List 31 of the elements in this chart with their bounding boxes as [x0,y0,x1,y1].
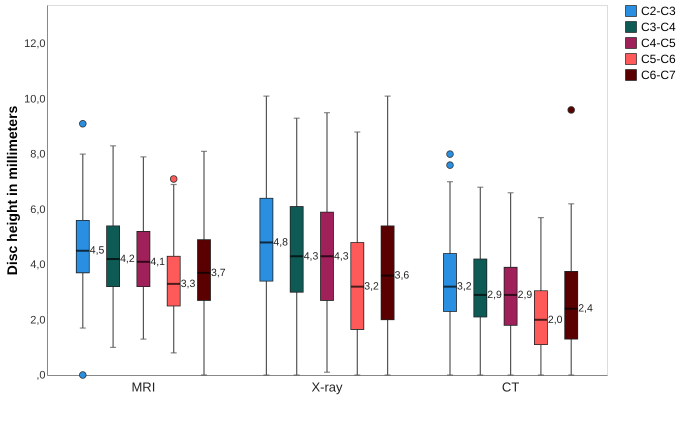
text: 4,8 [273,236,288,248]
text: 2,0 [548,314,563,326]
text: 4,3 [304,250,318,262]
text: 4,1 [150,256,166,268]
y-tick-label: 8,0 [30,148,46,161]
y-tick-label: 10,0 [24,93,46,106]
text: 2,9 [487,288,502,301]
legend-label: C4-C5 [641,36,676,50]
text: 3,6 [394,270,410,282]
text: 4,2 [120,253,135,266]
y-tick-label: 6,0 [30,204,46,216]
text: 3,2 [364,280,379,293]
text: 3,3 [180,278,196,290]
text: 2,9 [518,288,532,301]
x-tick-label: CT [502,380,520,394]
legend-label: C2-C3 [641,4,676,18]
legend-label: C6-C7 [641,68,676,82]
y-tick-label: 2,0 [30,314,46,326]
y-axis-title: Disc height in millimeters [4,105,20,276]
x-tick-label: X-ray [311,380,344,394]
y-tick-label: 12,0 [24,38,46,50]
text: 3,2 [457,280,472,293]
text: 3,7 [211,266,226,279]
text: 4,5 [90,244,104,257]
y-tick-label: 4,0 [30,259,46,272]
text: 4,3 [334,250,349,262]
y-tick-label: ,0 [36,370,46,382]
text: 2,4 [578,302,593,315]
x-tick-label: MRI [131,380,156,394]
legend-label: C5-C6 [641,52,676,66]
legend-label: C3-C4 [641,20,676,34]
